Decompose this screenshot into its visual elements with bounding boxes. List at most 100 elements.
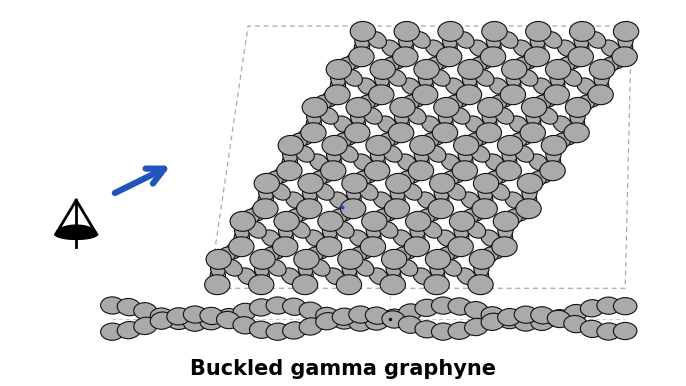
Ellipse shape [388,123,414,143]
Ellipse shape [346,182,362,202]
Ellipse shape [276,161,302,181]
Ellipse shape [349,230,368,247]
Ellipse shape [552,133,571,149]
Ellipse shape [342,266,357,286]
Ellipse shape [283,298,306,315]
Ellipse shape [322,135,347,155]
Ellipse shape [574,30,589,50]
Ellipse shape [399,30,414,50]
Ellipse shape [217,312,240,329]
Ellipse shape [442,30,458,50]
Ellipse shape [499,32,518,48]
Ellipse shape [418,76,434,96]
Ellipse shape [392,47,418,67]
Ellipse shape [528,171,547,188]
Ellipse shape [514,314,538,331]
Ellipse shape [506,76,521,96]
Ellipse shape [613,22,639,41]
Ellipse shape [377,116,397,133]
Ellipse shape [415,299,438,317]
Ellipse shape [338,249,363,269]
Ellipse shape [272,167,292,183]
Ellipse shape [525,22,551,41]
Ellipse shape [248,222,266,238]
Ellipse shape [477,190,493,210]
Ellipse shape [272,237,298,257]
Ellipse shape [410,228,425,248]
Ellipse shape [530,38,545,58]
Ellipse shape [473,266,488,286]
Ellipse shape [410,220,425,240]
Ellipse shape [401,95,420,112]
Ellipse shape [618,30,633,50]
Ellipse shape [587,32,606,48]
Ellipse shape [531,307,554,324]
Ellipse shape [434,182,449,202]
Ellipse shape [316,167,335,183]
Ellipse shape [414,144,429,164]
Ellipse shape [386,173,411,193]
Ellipse shape [524,47,549,67]
Ellipse shape [461,192,480,208]
Ellipse shape [412,32,430,48]
Ellipse shape [429,173,455,193]
Ellipse shape [224,243,244,259]
Ellipse shape [320,108,338,124]
Ellipse shape [580,300,604,317]
Ellipse shape [330,76,346,96]
Ellipse shape [254,266,270,286]
Ellipse shape [449,212,475,231]
Ellipse shape [492,237,517,257]
Ellipse shape [408,161,434,181]
Ellipse shape [447,183,466,200]
Ellipse shape [248,205,268,221]
Ellipse shape [373,192,392,208]
Ellipse shape [298,258,314,278]
Ellipse shape [482,114,497,134]
Ellipse shape [462,68,477,88]
Ellipse shape [617,38,632,58]
Ellipse shape [211,258,226,278]
Ellipse shape [362,212,387,231]
Ellipse shape [492,167,510,183]
Ellipse shape [481,307,505,324]
Ellipse shape [408,91,427,107]
Polygon shape [56,225,97,239]
Ellipse shape [434,190,449,210]
Ellipse shape [355,259,374,276]
Ellipse shape [445,78,464,95]
Ellipse shape [369,268,388,284]
Ellipse shape [512,205,530,221]
Ellipse shape [481,313,505,330]
Ellipse shape [350,114,366,134]
Ellipse shape [504,209,523,225]
Ellipse shape [237,268,257,284]
Ellipse shape [303,182,318,202]
Ellipse shape [359,183,378,200]
Ellipse shape [326,59,351,80]
Ellipse shape [570,106,585,126]
Ellipse shape [454,220,469,240]
Ellipse shape [397,154,416,171]
Ellipse shape [469,249,495,269]
Ellipse shape [366,220,381,240]
Ellipse shape [380,275,405,295]
Ellipse shape [569,114,584,134]
Ellipse shape [302,190,318,210]
Ellipse shape [545,59,571,80]
Ellipse shape [117,298,141,316]
Ellipse shape [346,97,371,117]
Ellipse shape [608,53,626,69]
Ellipse shape [353,171,372,188]
Ellipse shape [379,222,398,238]
Ellipse shape [390,97,415,117]
Ellipse shape [344,69,362,86]
Ellipse shape [464,133,483,149]
Ellipse shape [452,91,471,107]
Ellipse shape [573,38,589,58]
Ellipse shape [318,212,343,231]
Ellipse shape [424,205,442,221]
Ellipse shape [340,199,366,218]
Ellipse shape [370,152,386,172]
Ellipse shape [386,266,401,286]
